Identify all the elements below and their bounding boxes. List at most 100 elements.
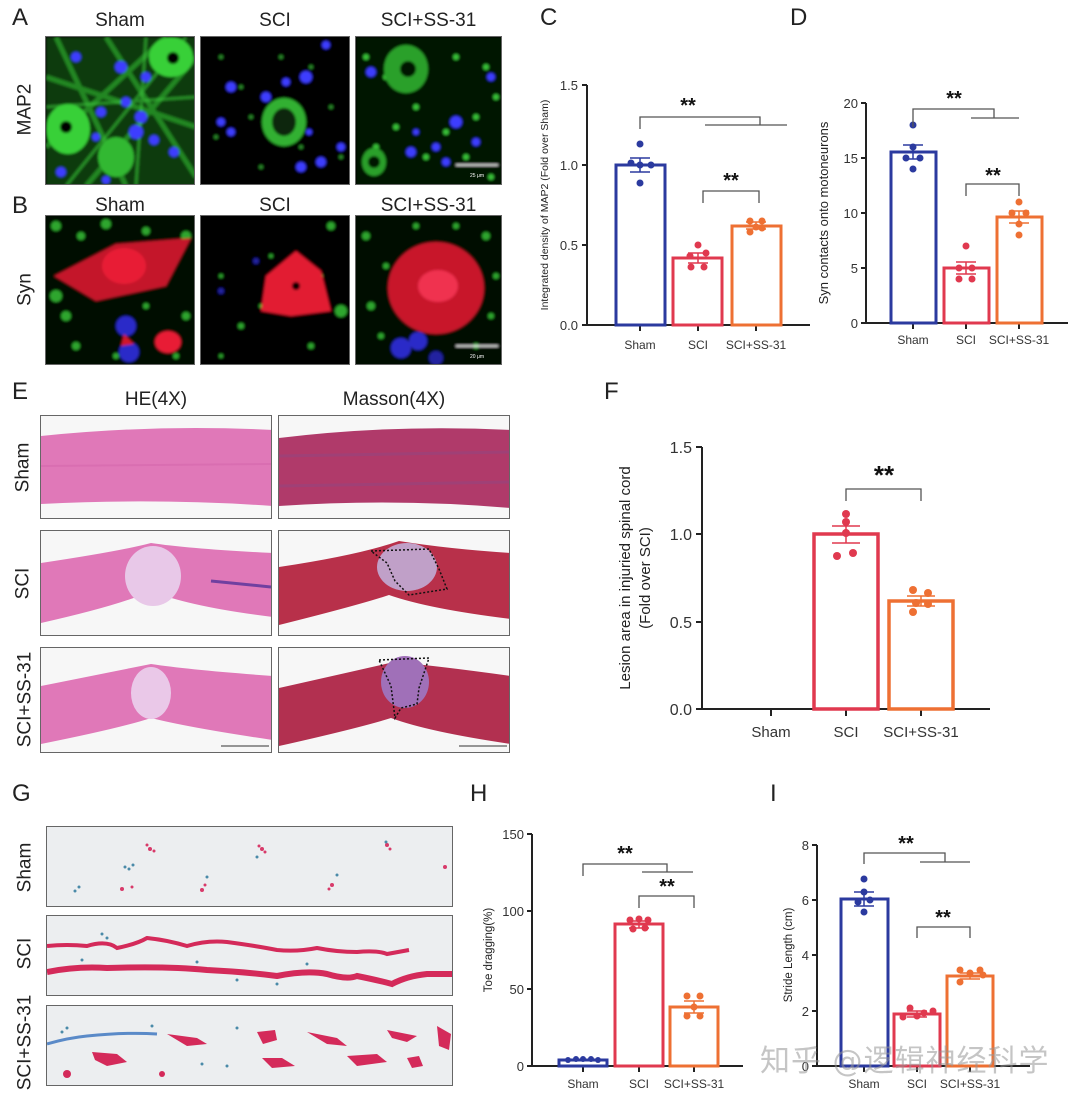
panel-letter-a: A xyxy=(12,4,29,31)
chart-c-ytick: 0.5 xyxy=(560,238,578,253)
chart-f-xtick: SCI+SS-31 xyxy=(883,724,958,741)
panel-g-row-sham: Sham xyxy=(14,842,36,893)
masson-image-sci xyxy=(278,530,510,636)
panel-b-col-sci-ss31: SCI+SS-31 xyxy=(380,195,477,216)
chart-c-bar-sham xyxy=(614,163,667,327)
panel-a-col-sci-ss31: SCI+SS-31 xyxy=(380,10,477,31)
chart-i-xtick: Sham xyxy=(848,1077,879,1091)
masson-sci-ss31-lesion-outline xyxy=(377,657,431,721)
syn-image-sci xyxy=(200,215,350,365)
chart-c-ytick: 0.0 xyxy=(560,318,578,333)
chart-d-xtick: SCI+SS-31 xyxy=(989,333,1050,347)
map2-sci-micrograph xyxy=(201,37,349,184)
chart-d-sig-1: ** xyxy=(946,88,962,110)
map2-scale-bar-label: 25 μm xyxy=(470,173,484,179)
chart-f-ylabel-line2: (Fold over SCI) xyxy=(637,527,654,629)
chart-h-ytick: 50 xyxy=(510,982,524,997)
chart-c-xtick: SCI xyxy=(688,338,708,352)
panel-letter-i: I xyxy=(770,780,777,807)
masson-image-sham xyxy=(278,415,510,519)
chart-d-syn-contacts: Syn contacts onto motoneurons 20 15 10 5… xyxy=(816,88,1068,347)
chart-c-xtick: Sham xyxy=(624,338,655,352)
map2-image-sham xyxy=(45,36,195,185)
watermark-text: 知乎 @逻辑神经科学 xyxy=(760,1044,1050,1079)
map2-image-sci-ss31: 25 μm xyxy=(355,36,502,185)
chart-f-ytick: 1.5 xyxy=(670,440,692,457)
panel-e-row-sci: SCI xyxy=(12,567,34,600)
masson-sci-section xyxy=(279,541,509,625)
syn-image-sci-ss31: 20 μm xyxy=(355,215,502,365)
chart-c-ytick: 1.0 xyxy=(560,158,578,173)
footprint-track-sci-ss31 xyxy=(46,1005,453,1086)
chart-h-sig-1: ** xyxy=(617,843,633,865)
chart-d-ytick: 20 xyxy=(844,96,858,111)
chart-h-ytick: 0 xyxy=(517,1059,524,1074)
panel-e-row-sham: Sham xyxy=(12,442,34,493)
map2-image-sci xyxy=(200,36,350,185)
panel-letter-c: C xyxy=(540,4,558,31)
chart-c-bar-sci xyxy=(671,256,724,327)
chart-i-ytick: 4 xyxy=(802,948,809,963)
chart-i-sig-2: ** xyxy=(935,907,951,929)
chart-h-xtick: Sham xyxy=(567,1077,598,1091)
chart-i-ytick: 2 xyxy=(802,1004,809,1019)
chart-i-ytick: 8 xyxy=(802,838,809,853)
masson-sci-ss31-section xyxy=(279,656,509,747)
footprint-sci-drag-marks xyxy=(47,932,452,988)
chart-i-ylabel: Stride Length (cm) xyxy=(783,908,795,1003)
he-sham-section xyxy=(41,428,271,506)
chart-d-ytick: 10 xyxy=(844,206,858,221)
masson-image-sci-ss31 xyxy=(278,647,510,753)
chart-f-xtick: SCI xyxy=(833,724,858,741)
chart-d-xtick: Sham xyxy=(897,333,928,347)
panel-e-col-he: HE(4X) xyxy=(124,389,188,410)
chart-h-ytick: 100 xyxy=(502,904,524,919)
chart-c-xtick: SCI+SS-31 xyxy=(726,338,787,352)
panel-g-row-sci-ss31: SCI+SS-31 xyxy=(14,994,36,1091)
syn-sham-micrograph xyxy=(46,216,194,364)
chart-h-xtick: SCI+SS-31 xyxy=(664,1077,725,1091)
chart-d-bar-sci xyxy=(942,266,991,325)
chart-f-ytick: 0.5 xyxy=(670,615,692,632)
panel-letter-h: H xyxy=(470,780,488,807)
syn-sci-ss31-micrograph: 20 μm xyxy=(356,216,501,364)
panel-a-col-sham: Sham xyxy=(95,10,145,31)
syn-scale-bar-label: 20 μm xyxy=(470,354,484,360)
chart-i-stride-length: Stride Length (cm) 8 6 4 2 0 Sham SCI SC… xyxy=(783,833,1030,1091)
panel-letter-e: E xyxy=(12,378,29,405)
he-sci-section xyxy=(41,543,271,623)
chart-d-ytick: 15 xyxy=(844,151,858,166)
chart-h-ylabel: Toe dragging(%) xyxy=(483,908,495,993)
chart-i-xtick: SCI xyxy=(907,1077,927,1091)
chart-f-bar-sci-ss31 xyxy=(887,599,955,711)
chart-d-ytick: 5 xyxy=(851,261,858,276)
panel-e-col-masson: Masson(4X) xyxy=(342,389,446,410)
he-image-sci xyxy=(40,530,272,636)
panel-b-col-sham: Sham xyxy=(95,195,145,216)
chart-d-bar-sham xyxy=(889,150,938,325)
chart-h-sig-2: ** xyxy=(659,876,675,898)
chart-f-sig: ** xyxy=(874,460,895,490)
chart-i-sig-1: ** xyxy=(898,833,914,855)
footprint-track-sci xyxy=(46,915,453,996)
chart-c-bar-sci-ss31 xyxy=(730,224,783,327)
chart-d-xtick: SCI xyxy=(956,333,976,347)
he-image-sham xyxy=(40,415,272,519)
chart-f-bar-sci xyxy=(812,532,880,711)
masson-sham-section xyxy=(279,428,509,508)
map2-sci-ss31-micrograph: 25 μm xyxy=(356,37,501,184)
panel-a-row-map2: MAP2 xyxy=(14,83,36,136)
chart-h-bar-sci-ss31 xyxy=(668,1005,720,1068)
panel-b-row-syn: Syn xyxy=(14,273,36,306)
chart-h-ytick: 150 xyxy=(502,827,524,842)
chart-h-xtick: SCI xyxy=(629,1077,649,1091)
chart-d-ytick: 0 xyxy=(851,316,858,331)
chart-c-sig-1: ** xyxy=(680,95,696,117)
chart-h-bar-sci xyxy=(613,922,665,1068)
chart-i-ytick: 6 xyxy=(802,893,809,908)
panel-letter-g: G xyxy=(12,780,31,807)
he-sci-ss31-section xyxy=(41,664,271,747)
panel-letter-d: D xyxy=(790,4,808,31)
panel-letter-f: F xyxy=(604,378,619,405)
chart-h-toe-dragging: Toe dragging(%) 150 100 50 0 Sham SCI SC… xyxy=(483,827,743,1091)
